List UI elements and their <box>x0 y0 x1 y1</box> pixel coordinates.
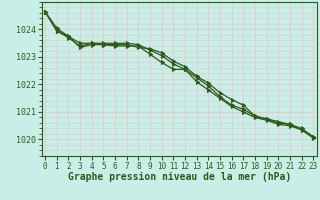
X-axis label: Graphe pression niveau de la mer (hPa): Graphe pression niveau de la mer (hPa) <box>68 172 291 182</box>
